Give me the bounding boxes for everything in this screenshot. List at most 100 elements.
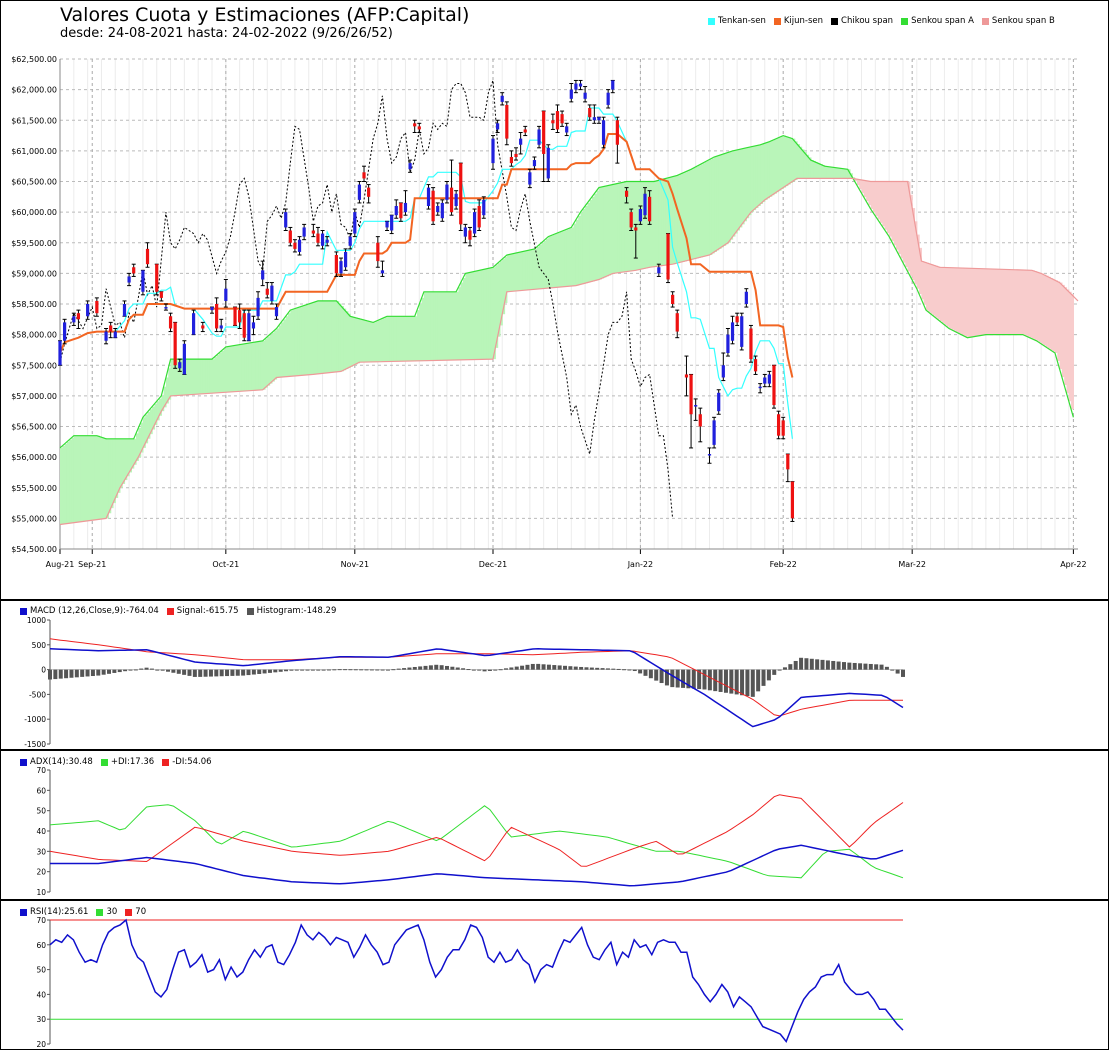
y-tick-label: $57,000.00 [11, 392, 57, 401]
cloud-strip [207, 359, 211, 394]
cloud-strip [223, 348, 227, 393]
candle-down [781, 420, 785, 436]
cloud-strip [803, 152, 807, 179]
candle-down [629, 212, 633, 228]
cloud-strip [64, 443, 68, 524]
macd-y-tick-label: -500 [29, 690, 46, 699]
macd-histogram-bar [278, 669, 283, 672]
macd-histogram-bar [369, 669, 374, 671]
adx-y-tick-label: 40 [36, 827, 46, 836]
candle-up [426, 187, 431, 206]
cloud-strip [80, 435, 84, 522]
cloud-strip [186, 359, 190, 395]
candle-down [459, 163, 463, 225]
candle-up [380, 270, 385, 274]
cloud-strip [423, 291, 427, 361]
candle-up [104, 331, 108, 341]
cloud-strip [898, 181, 902, 254]
cloud-strip [497, 263, 501, 337]
cloud-strip [866, 180, 870, 202]
candle-down [671, 294, 675, 304]
cloud-strip [873, 181, 876, 213]
cloud-strip [426, 291, 430, 361]
cloud-strip [364, 319, 367, 363]
cloud-strip [338, 303, 342, 372]
macd-histogram-bar [198, 669, 203, 677]
adx-y-tick-label: 20 [36, 868, 46, 877]
cloud-strip [331, 300, 335, 373]
macd-histogram-bar [117, 669, 122, 673]
cloud-strip [670, 177, 674, 265]
cloud-strip [877, 181, 881, 220]
cloud-strip [760, 144, 764, 204]
cloud-strip [1020, 269, 1024, 335]
cloud-strip [336, 300, 340, 372]
cloud-strip [414, 316, 418, 361]
cloud-strip [962, 268, 966, 336]
candle-down [316, 233, 320, 243]
macd-histogram-bar [520, 665, 525, 670]
cloud-strip [308, 304, 312, 375]
cloud-strip [981, 268, 985, 336]
cloud-strip [559, 232, 563, 288]
cloud-strip [163, 386, 167, 408]
cloud-strip [737, 149, 741, 231]
macd-histogram-bar [836, 661, 841, 670]
cloud-strip [437, 291, 441, 361]
cloud-strip [472, 271, 476, 360]
cloud-strip [555, 233, 559, 288]
cloud-strip [126, 438, 130, 477]
legend-item-chikou: Chikou span [831, 16, 893, 26]
candle-up [694, 405, 698, 407]
adx-legend-minus: -DI:54.06 [172, 757, 212, 767]
candle-down [265, 288, 269, 295]
cloud-strip [601, 187, 605, 279]
candle-down [109, 325, 113, 332]
cloud-strip [596, 190, 600, 281]
candle-up [712, 420, 716, 445]
y-tick-label: $62,000.00 [11, 86, 57, 95]
cloud-strip [969, 268, 973, 338]
cloud-strip [290, 310, 294, 377]
cloud-strip [585, 206, 589, 284]
cloud-strip [946, 267, 950, 327]
macd-histogram-bar [359, 669, 364, 671]
cloud-strip [488, 268, 492, 360]
macd-histogram-bar [166, 669, 171, 672]
cloud-strip [1068, 291, 1072, 402]
cloud-strip [780, 136, 784, 190]
cloud-strip [1043, 274, 1047, 346]
candle-up [574, 83, 578, 90]
x-tick-label: Jan-22 [627, 560, 653, 569]
macd-histogram-bar [718, 669, 723, 692]
macd-histogram-bar [316, 669, 321, 671]
cloud-strip [244, 343, 248, 391]
macd-histogram-bar [85, 669, 90, 677]
rsi-y-tick-label: 40 [36, 990, 46, 999]
cloud-strip [99, 436, 103, 520]
macd-histogram-bar [504, 668, 509, 670]
candle-down [95, 300, 99, 314]
cloud-strip [617, 183, 621, 273]
cloud-strip [882, 181, 886, 227]
cloud-strip [449, 291, 453, 361]
legend-item-tenkan: Tenkan-sen [708, 16, 766, 26]
cloud-strip [288, 313, 291, 377]
cloud-strip [159, 398, 162, 416]
cloud-strip [269, 334, 273, 384]
cloud-strip [525, 250, 529, 291]
cloud-strip [237, 344, 241, 392]
cloud-strip [96, 435, 100, 520]
macd-histogram-bar [595, 667, 600, 670]
macd-histogram-bar [58, 669, 63, 679]
x-tick-label: Sep-21 [78, 560, 106, 569]
cloud-strip [985, 268, 989, 335]
cloud-strip [311, 303, 314, 375]
candle-up [320, 233, 325, 246]
macd-histogram-bar [80, 669, 85, 677]
cloud-strip [322, 300, 326, 374]
cloud-strip [824, 166, 828, 179]
macd-histogram-bar [305, 669, 310, 671]
rsi-y-tick-label: 30 [36, 1015, 46, 1024]
cloud-strip [361, 319, 365, 363]
